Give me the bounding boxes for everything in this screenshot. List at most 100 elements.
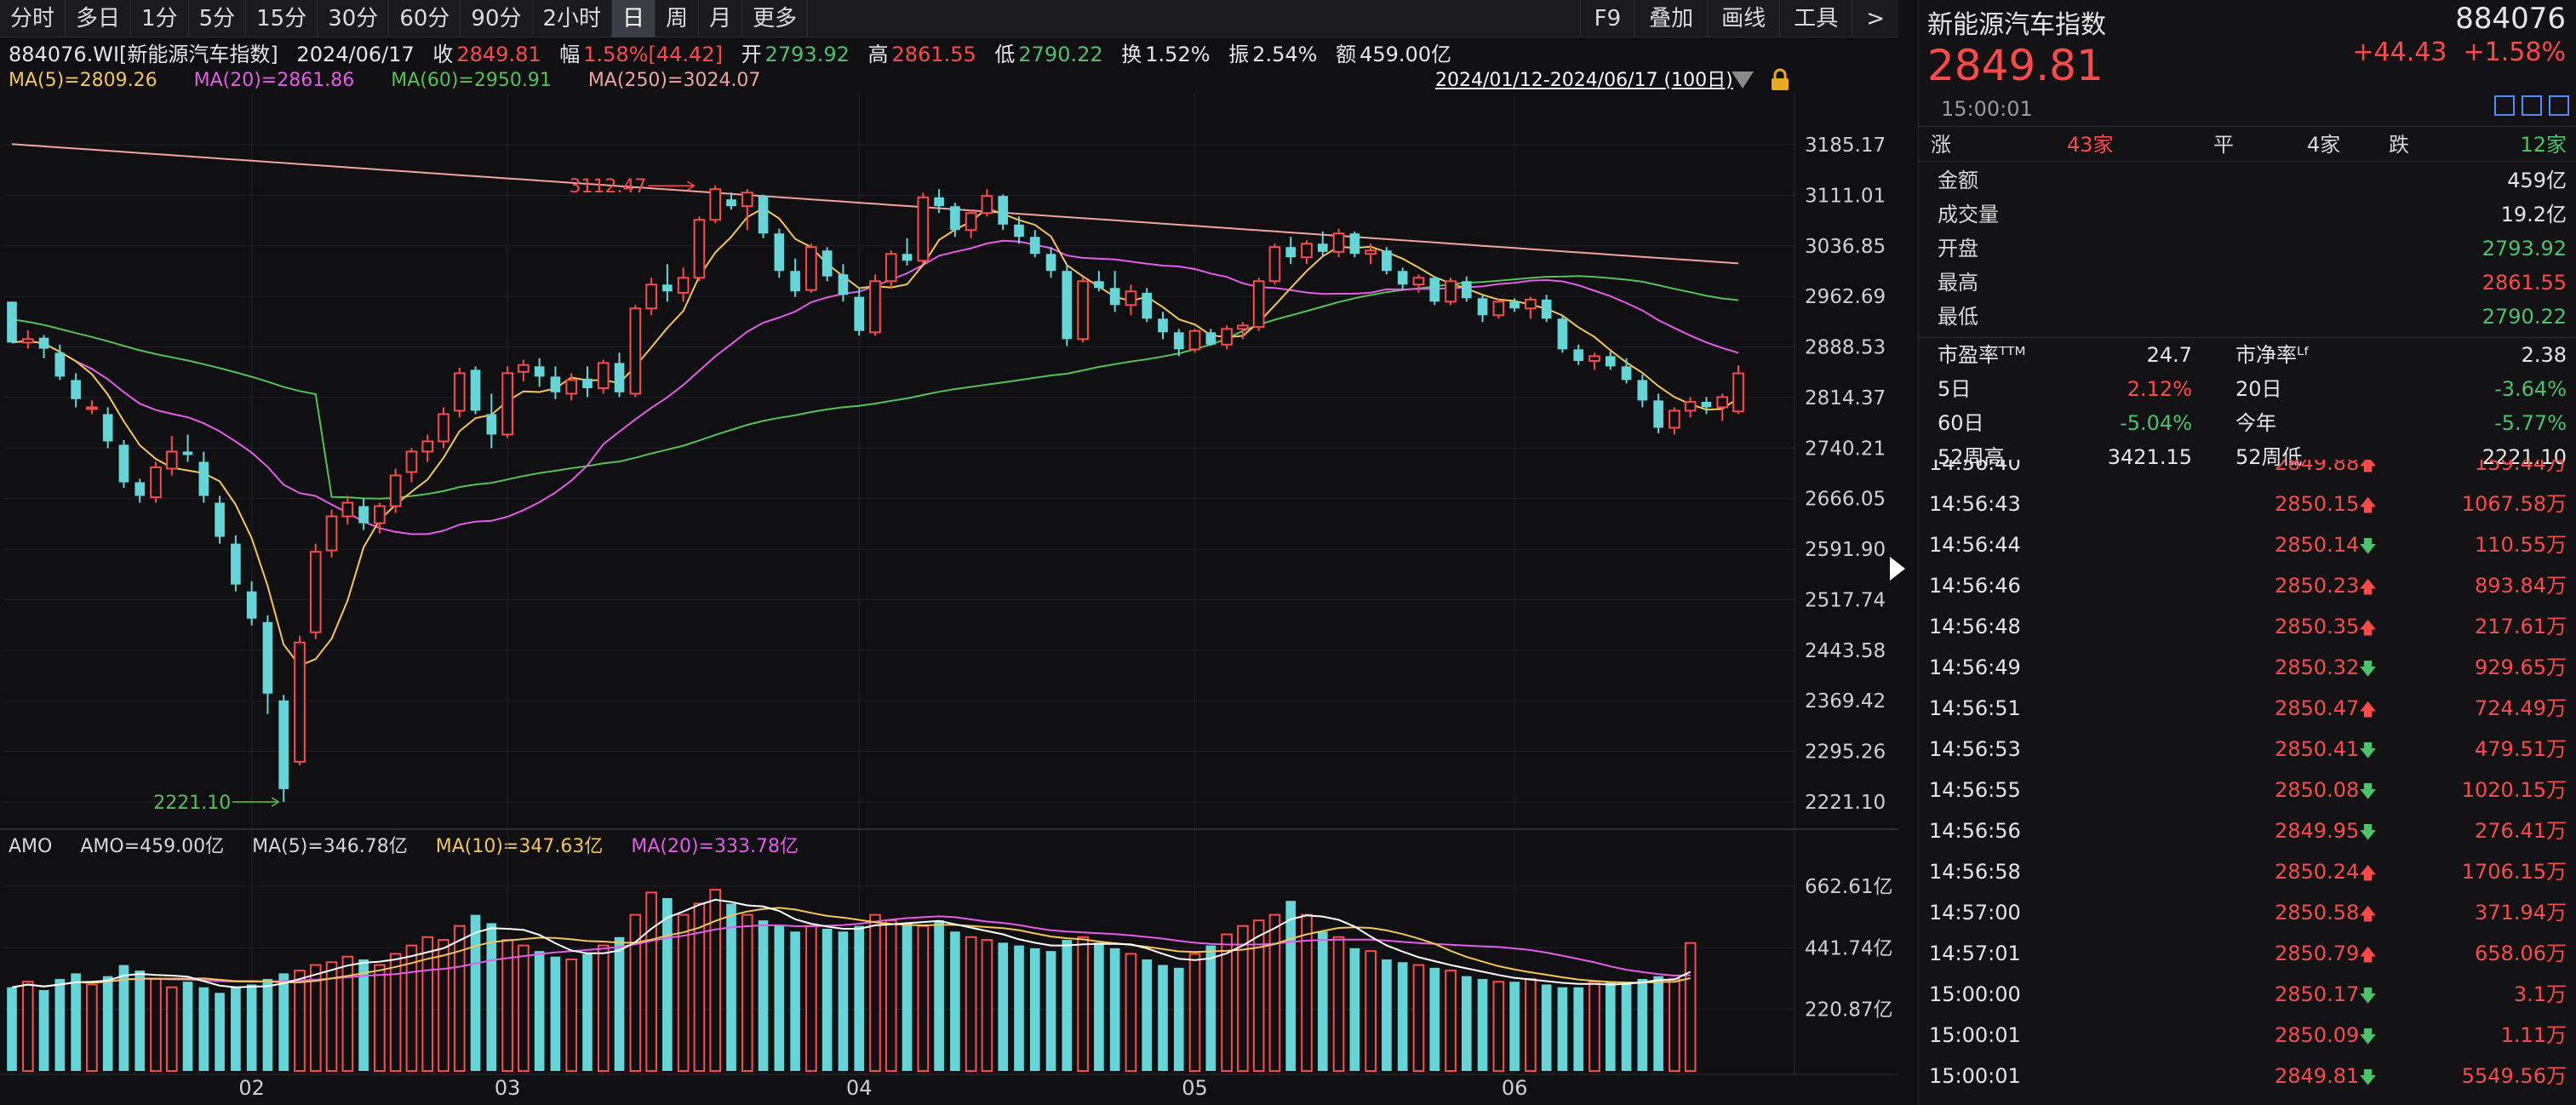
volume-bar	[998, 942, 1009, 1071]
ma-legend: MA(5)=2809.26 MA(20)=2861.86 MA(60)=2950…	[9, 68, 791, 94]
low-label: 低	[994, 43, 1016, 66]
candle-body	[1173, 332, 1184, 350]
volume-bar	[102, 976, 113, 1071]
alert-icon[interactable]	[2522, 95, 2542, 116]
trade-volume: 658.06万	[2475, 942, 2567, 965]
volume-bar	[1573, 987, 1584, 1071]
valuation-label: 市盈率ᵀᵀᴹ	[1938, 343, 2026, 367]
stat-label: 最低	[1938, 305, 1978, 329]
y-tick-label: 2517.74	[1805, 589, 1886, 611]
stat-row: 最高 2861.55	[1919, 266, 2576, 300]
volume-bar	[21, 981, 34, 1072]
volume-bar	[1045, 951, 1056, 1071]
arrow-up-icon: 🡅	[2359, 576, 2377, 597]
period-tab[interactable]: 日	[612, 0, 656, 37]
trade-price-value: 2850.09	[2275, 1023, 2360, 1047]
tool-button[interactable]: 工具	[1779, 0, 1852, 37]
period-tab[interactable]: 30分	[318, 0, 390, 37]
y-tick-label: 3185.17	[1805, 135, 1886, 157]
period-tab[interactable]: 5分	[189, 0, 247, 37]
candle-body	[86, 406, 98, 410]
candle-body	[677, 277, 690, 294]
candle-body	[869, 280, 881, 334]
valuation-value: 2.38	[2521, 343, 2567, 367]
candle-body	[1669, 409, 1680, 429]
trade-price: 2850.47🡅	[2275, 688, 2377, 730]
period-tab[interactable]: 15分	[246, 0, 318, 37]
period-tab[interactable]: 1分	[131, 0, 189, 37]
candle-body	[1317, 243, 1328, 252]
period-tab[interactable]: 2小时	[533, 0, 613, 37]
tool-button[interactable]: 叠加	[1634, 0, 1707, 37]
trade-price-value: 2850.41	[2275, 737, 2360, 761]
period-tab[interactable]: 多日	[66, 0, 132, 37]
tool-button[interactable]: 画线	[1707, 0, 1779, 37]
volume-bar	[262, 978, 273, 1071]
volume-bar	[981, 939, 993, 1072]
trade-time: 14:56:51	[1929, 696, 2021, 720]
valuation-row: 60日 -5.04% 今年 -5.77%	[1919, 406, 2576, 440]
lock-icon[interactable]	[1769, 68, 1791, 92]
trade-row: 14:56:58 2850.24🡅 1706.15万	[1919, 851, 2576, 892]
range-value: 1.58%[44.42]	[583, 43, 723, 66]
date-range-selector[interactable]: 2024/01/12-2024/06/17 (100日)	[1435, 70, 1733, 91]
trade-price: 2850.14🡇	[2275, 524, 2377, 566]
period-tab[interactable]: 周	[655, 0, 700, 37]
close-value: 2849.81	[456, 43, 541, 66]
trade-price-value: 2850.14	[2275, 533, 2360, 557]
volume-bar	[1557, 987, 1568, 1071]
period-tab[interactable]: 更多	[742, 0, 809, 37]
arrow-up-icon: 🡅	[2359, 944, 2377, 965]
candle-body	[741, 192, 753, 208]
trade-volume: 893.84万	[2475, 574, 2567, 598]
volume-bar	[1541, 984, 1552, 1071]
stat-row: 成交量 19.2亿	[1919, 198, 2576, 232]
valuation-label: 今年	[2235, 411, 2276, 435]
trade-time: 15:00:01	[1929, 1064, 2021, 1088]
volume-bar	[518, 944, 530, 1073]
volume-bar	[1301, 913, 1313, 1072]
period-tab[interactable]: 60分	[389, 0, 461, 37]
arrow-down-icon: 🡇	[2359, 740, 2377, 760]
stat-value: 2861.55	[2482, 271, 2567, 295]
volume-bar	[1637, 978, 1648, 1071]
period-tab[interactable]: 90分	[461, 0, 533, 37]
candle-body	[486, 414, 497, 435]
y-tick-label: 2666.05	[1805, 489, 1886, 511]
trade-price: 2850.79🡅	[2275, 933, 2377, 975]
candle-body	[518, 364, 530, 373]
stat-value: 2790.22	[2482, 305, 2567, 329]
trade-list[interactable]: 14:56:40 2849.88🡅 159.44万 14:56:43 2850.15🡅 1…	[1919, 460, 2576, 1105]
candle-body	[1653, 400, 1663, 428]
candle-body	[917, 196, 930, 262]
volume-bar	[54, 978, 66, 1071]
period-tab[interactable]: 月	[699, 0, 743, 37]
stat-label: 开盘	[1938, 237, 1978, 261]
candlestick-chart[interactable]: 3185.17 3111.01 3036.85 2962.69 2888.53 2814.…	[0, 94, 1898, 1105]
trade-volume: 217.61万	[2475, 615, 2567, 638]
trade-time: 14:56:40	[1929, 460, 2021, 475]
arrow-up-icon: 🡅	[2359, 903, 2377, 924]
annotation-arrow	[271, 797, 280, 807]
period-tab[interactable]: 分时	[0, 0, 66, 37]
high-value: 2861.55	[891, 43, 976, 66]
amo-ma10: MA(10)=347.63亿	[435, 836, 604, 857]
tool-button[interactable]: F9	[1579, 0, 1635, 37]
candle-body	[934, 197, 944, 207]
volume-bar	[470, 914, 481, 1071]
volume-bar	[1653, 976, 1663, 1071]
trade-price-value: 2850.23	[2275, 574, 2360, 598]
volume-bar	[614, 936, 625, 1071]
expand-panel-icon[interactable]	[1890, 557, 1905, 581]
tool-button[interactable]: >	[1852, 0, 1898, 37]
valuation-label: 5日	[1938, 377, 1972, 401]
y-tick-label: 2369.42	[1805, 690, 1886, 713]
add-icon[interactable]	[2549, 95, 2569, 116]
edit-icon[interactable]	[2494, 95, 2515, 116]
trade-volume: 276.41万	[2475, 819, 2567, 843]
date-range-dropdown-icon[interactable]	[1732, 72, 1754, 89]
amo-value: AMO=459.00亿	[80, 836, 225, 857]
candle-body	[1492, 301, 1505, 317]
candle-body	[1252, 280, 1265, 328]
volume-bar	[1173, 967, 1184, 1071]
